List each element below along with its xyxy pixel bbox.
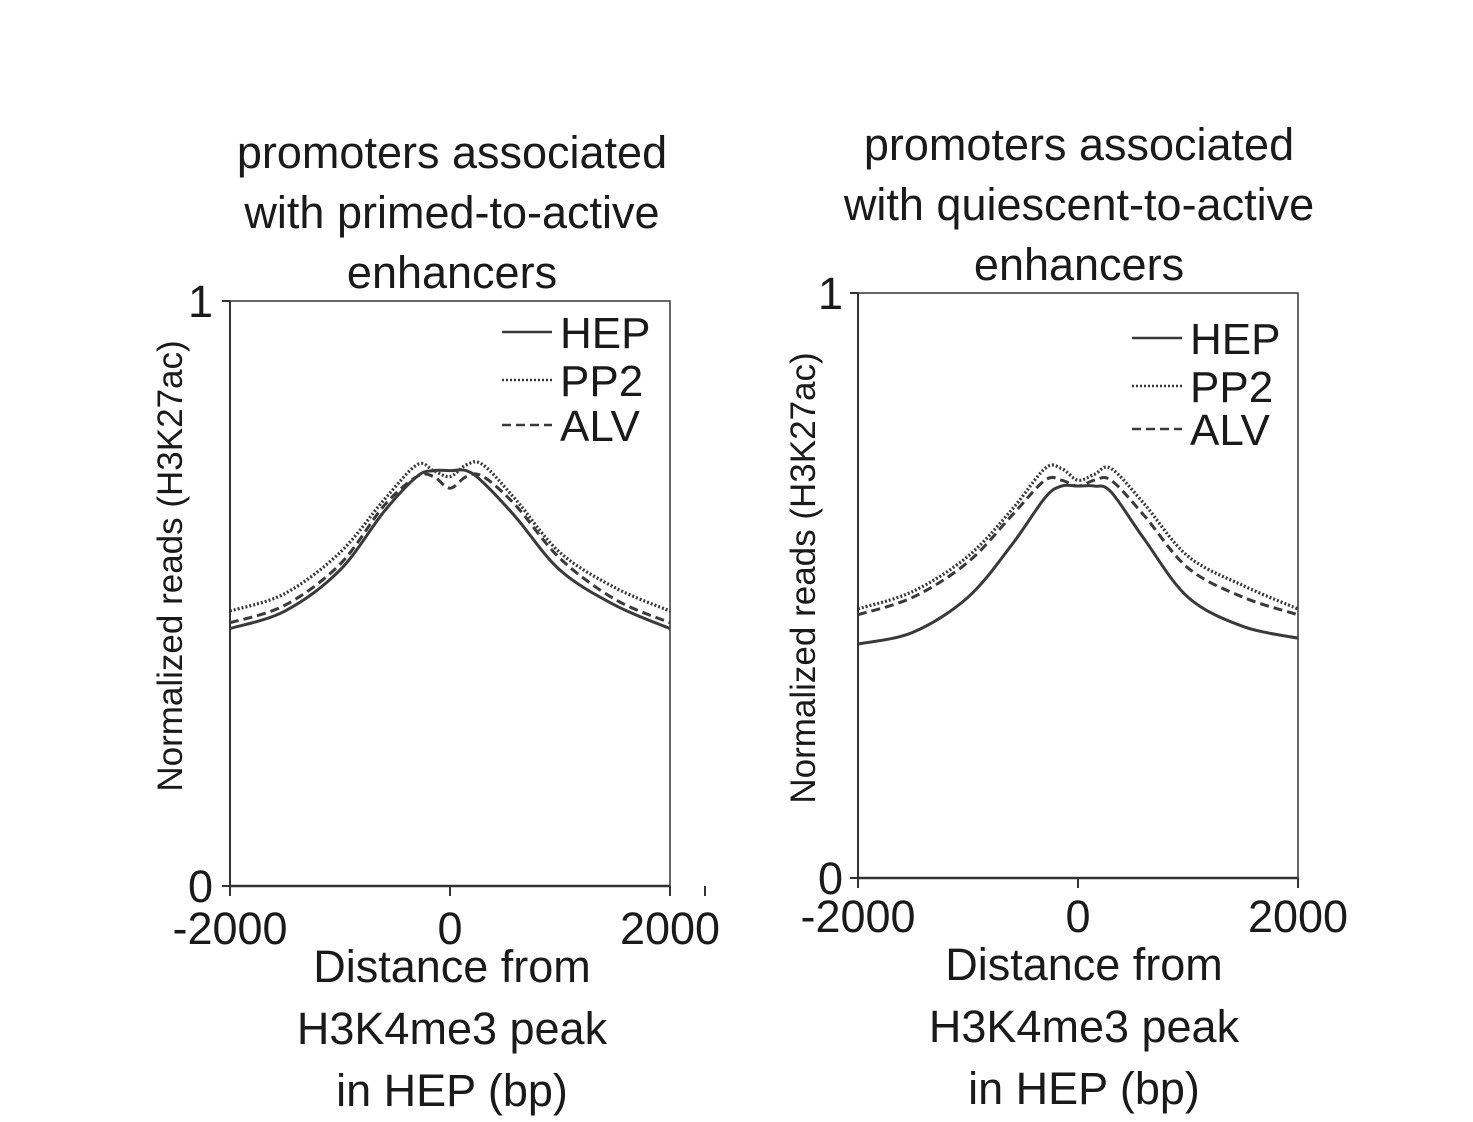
x-tick-label: 0 — [1065, 891, 1090, 942]
legend-label-pp2: PP2 — [1190, 363, 1273, 412]
legend-label-hep: HEP — [1190, 315, 1280, 364]
chart-panel-quiescent: promoters associated with quiescent-to-ac… — [784, 119, 1348, 1114]
series-line-hep — [229, 468, 671, 631]
y-tick-label: 1 — [818, 268, 843, 319]
y-axis-label: Normalized reads (H3K27ac) — [151, 340, 190, 791]
series-line-alv — [229, 472, 671, 625]
chart-title-line: promoters associated — [237, 127, 667, 178]
y-tick-label: 0 — [188, 861, 213, 912]
chart-title-line: enhancers — [974, 239, 1184, 290]
legend-label-alv: ALV — [560, 402, 641, 451]
x-axis-label-line: H3K4me3 peak — [297, 1003, 608, 1054]
series-line-hep — [857, 483, 1299, 646]
x-axis-label-line: Distance from — [313, 941, 591, 992]
legend-label-hep: HEP — [560, 309, 650, 358]
chart-title-line: with primed-to-active — [243, 187, 659, 238]
legend-label-pp2: PP2 — [560, 357, 643, 406]
x-tick-label: -2000 — [172, 903, 287, 954]
chart-title-line: promoters associated — [864, 119, 1294, 170]
chart-title-line: enhancers — [347, 247, 557, 298]
x-tick-label: 2000 — [620, 903, 720, 954]
x-axis-label-line: H3K4me3 peak — [929, 1001, 1240, 1052]
x-axis-label-line: Distance from — [945, 939, 1223, 990]
chart-title-line: with quiescent-to-active — [843, 179, 1314, 230]
chart-panel-primed: promoters associated with primed-to-activ… — [151, 127, 720, 1116]
x-tick-label: -2000 — [800, 891, 915, 942]
x-tick-label: 0 — [437, 903, 462, 954]
y-axis-label: Normalized reads (H3K27ac) — [784, 352, 823, 803]
series-line-pp2 — [857, 463, 1299, 611]
series-line-pp2 — [229, 460, 671, 613]
x-axis-label-line: in HEP (bp) — [336, 1065, 568, 1116]
legend-label-alv: ALV — [1190, 406, 1271, 455]
y-tick-label: 0 — [818, 853, 843, 904]
y-tick-label: 1 — [188, 276, 213, 327]
x-axis-label-line: in HEP (bp) — [968, 1063, 1200, 1114]
x-tick-label: 2000 — [1248, 891, 1348, 942]
series-line-alv — [857, 475, 1299, 617]
